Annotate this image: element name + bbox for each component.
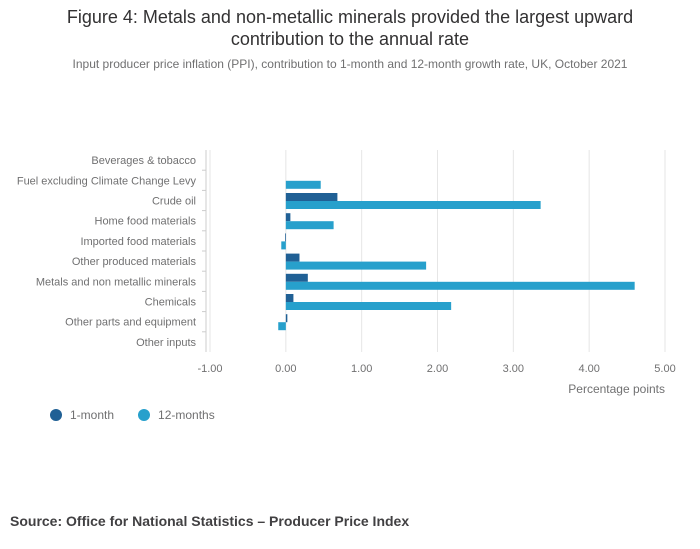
x-tick-label: 4.00: [578, 363, 599, 375]
source-note: Source: Office for National Statistics –…: [10, 513, 410, 529]
bar-12-months: [285, 302, 452, 310]
chart-subtitle: Input producer price inflation (PPI), co…: [72, 57, 628, 71]
category-label: Fuel excluding Climate Change Levy: [17, 175, 197, 187]
bar-1-month: [285, 233, 286, 242]
x-tick-label: 2.00: [427, 363, 448, 375]
bar-12-months: [285, 281, 635, 290]
category-label: Other produced materials: [72, 256, 197, 268]
x-axis-label: Percentage points: [568, 382, 665, 396]
bar-1-month: [285, 213, 291, 222]
bar-12-months: [285, 261, 427, 270]
bar-1-month: [285, 253, 300, 262]
x-tick-label: 1.00: [351, 363, 372, 375]
legend: 1-month 12-months: [50, 408, 215, 422]
x-tick-label: 0.00: [275, 363, 296, 375]
x-tick-label: 3.00: [503, 363, 524, 375]
legend-marker-1-month: [50, 409, 62, 421]
x-tick-label: 5.00: [654, 363, 675, 375]
bar-1-month: [285, 294, 294, 302]
bar-12-months: [278, 322, 286, 331]
x-tick-label: -1.00: [197, 363, 222, 375]
bar-1-month: [285, 314, 288, 323]
legend-item-12-months[interactable]: 12-months: [138, 408, 215, 422]
category-label: Imported food materials: [80, 236, 196, 248]
bar-12-months: [285, 221, 334, 230]
category-label: Other parts and equipment: [65, 317, 196, 329]
category-label: Beverages & tobacco: [91, 155, 196, 167]
bar-12-months: [285, 201, 541, 209]
bar-1-month: [285, 193, 338, 201]
category-label: Home food materials: [95, 216, 197, 228]
category-label: Chemicals: [145, 297, 197, 309]
bar-12-months: [281, 241, 286, 250]
legend-label-12-months: 12-months: [158, 408, 215, 422]
category-label: Metals and non metallic minerals: [36, 276, 197, 288]
legend-label-1-month: 1-month: [70, 408, 115, 422]
bar-12-months: [285, 180, 321, 189]
legend-marker-12-months: [138, 409, 151, 421]
legend-item-1-month[interactable]: 1-month: [50, 408, 114, 422]
chart-title: Figure 4: Metals and non-metallic minera…: [66, 7, 634, 49]
category-label: Crude oil: [152, 196, 196, 208]
bar-1-month: [285, 273, 308, 282]
category-label: Other inputs: [136, 337, 196, 349]
